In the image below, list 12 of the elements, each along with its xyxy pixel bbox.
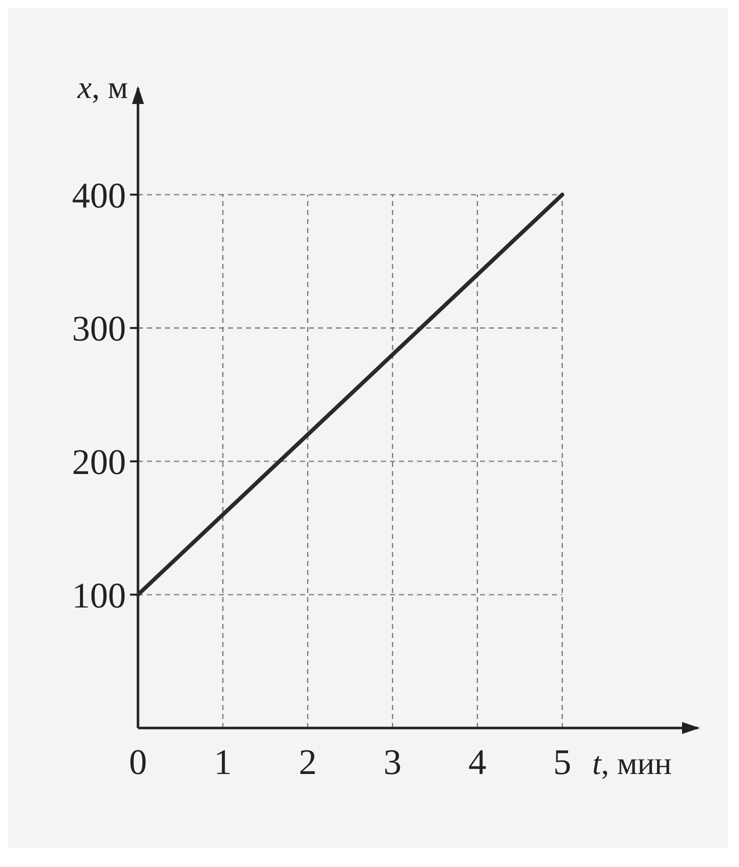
y-tick-label: 300 [72, 308, 126, 349]
x-tick-label: 2 [298, 742, 317, 782]
x-tick-label: 0 [129, 742, 147, 782]
x-tick-label: 4 [468, 742, 486, 782]
x-axis-title: t, мин [592, 745, 672, 781]
y-tick-label: 400 [72, 175, 126, 216]
x-tick-label: 3 [384, 742, 402, 782]
x-tick-label: 5 [553, 742, 572, 782]
y-tick-label: 200 [72, 442, 126, 482]
x-tick-label: 1 [214, 742, 232, 782]
y-tick-label: 100 [72, 575, 126, 616]
y-axis-title: x, м [76, 69, 128, 105]
